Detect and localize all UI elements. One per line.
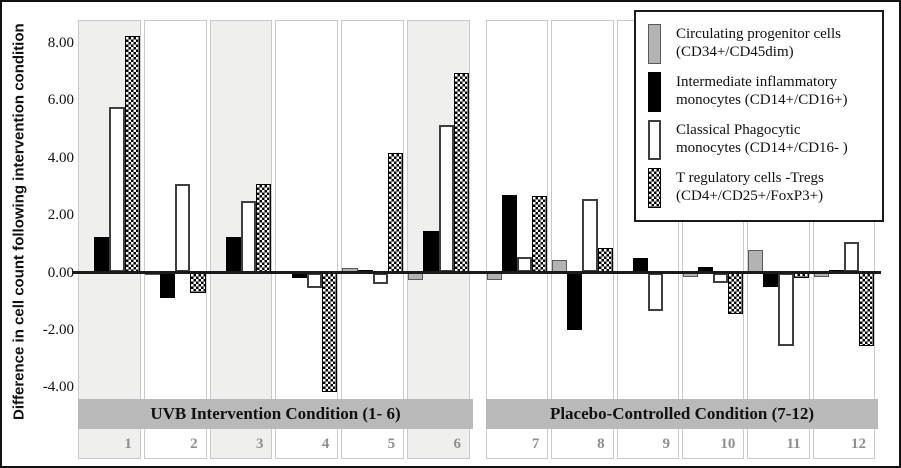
legend-label: Classical Phagocytic monocytes (CD14+/CD… (676, 122, 848, 156)
bar-white-10 (713, 272, 729, 283)
bar-white-5 (372, 272, 388, 284)
bar-checker-1 (124, 35, 140, 273)
category-label-4: 4 (321, 436, 330, 452)
bar-white-9 (647, 272, 663, 312)
legend-item: Classical Phagocytic monocytes (CD14+/CD… (648, 120, 876, 160)
category-label-5: 5 (387, 436, 396, 452)
bar-white-2 (175, 183, 191, 273)
category-label-2: 2 (190, 436, 198, 452)
legend-label: Intermediate inflammatory monocytes (CD1… (676, 74, 848, 108)
legend-item: Intermediate inflammatory monocytes (CD1… (648, 72, 876, 112)
bar-checker-3 (256, 183, 272, 273)
category-label-12: 12 (850, 436, 866, 452)
category-label-8: 8 (597, 436, 605, 452)
category-label-6: 6 (453, 436, 461, 452)
bar-black-8 (567, 272, 583, 330)
y-tick-label: 6.00 (47, 92, 74, 109)
y-tick-label: 0.00 (47, 264, 74, 281)
zero-axis-line (73, 271, 881, 274)
bar-black-10 (698, 266, 714, 273)
legend-label: Circulating progenitor cells (CD34+/CD45… (676, 26, 841, 60)
y-tick-label: 4.00 (47, 149, 74, 166)
section-band-uvb: UVB Intervention Condition (1- 6) (78, 399, 473, 429)
bar-black-1 (94, 236, 110, 273)
bar-checker-4 (322, 272, 338, 392)
section-band-placebo: Placebo-Controlled Condition (7-12) (486, 399, 878, 429)
y-tick-label: 2.00 (47, 207, 74, 224)
legend-swatch-black (648, 72, 661, 112)
bar-white-4 (306, 272, 323, 289)
bar-gray-11 (748, 249, 764, 273)
legend-item: Circulating progenitor cells (CD34+/CD45… (648, 24, 876, 64)
bar-white-11 (778, 272, 794, 346)
category-label-7: 7 (531, 436, 540, 452)
category-label-3: 3 (255, 436, 264, 452)
bar-checker-2 (190, 272, 206, 293)
category-label-9: 9 (662, 436, 670, 452)
y-tick-label: -4.00 (42, 379, 74, 396)
bar-white-8 (582, 199, 598, 273)
y-tick-label: 8.00 (47, 34, 74, 51)
bar-checker-10 (728, 272, 744, 315)
bar-black-2 (160, 272, 176, 299)
bar-checker-5 (387, 153, 404, 273)
bar-checker-12 (858, 272, 874, 346)
chart-legend: Circulating progenitor cells (CD34+/CD45… (634, 10, 884, 222)
bar-checker-7 (532, 196, 548, 273)
legend-label: T regulatory cells -Tregs (CD4+/CD25+/Fo… (676, 170, 824, 204)
chart-panel-4 (275, 20, 339, 459)
category-label-10: 10 (720, 436, 736, 452)
legend-swatch-white (648, 120, 661, 160)
bar-checker-6 (453, 73, 469, 273)
bar-black-7 (502, 195, 518, 273)
bar-white-3 (241, 200, 257, 273)
bar-white-12 (843, 242, 859, 273)
bar-black-4 (291, 272, 307, 279)
legend-item: T regulatory cells -Tregs (CD4+/CD25+/Fo… (648, 168, 876, 208)
bar-white-6 (438, 124, 454, 273)
bar-black-9 (632, 258, 648, 273)
bar-black-6 (423, 230, 439, 273)
bar-black-11 (763, 272, 779, 287)
category-label-1: 1 (124, 436, 132, 452)
bar-black-3 (225, 236, 242, 273)
bar-checker-8 (597, 248, 613, 273)
legend-swatch-gray (648, 24, 661, 64)
category-label-11: 11 (786, 436, 801, 452)
y-tick-label: -2.00 (42, 321, 74, 338)
bar-white-1 (109, 107, 125, 273)
legend-swatch-checker (648, 168, 661, 208)
